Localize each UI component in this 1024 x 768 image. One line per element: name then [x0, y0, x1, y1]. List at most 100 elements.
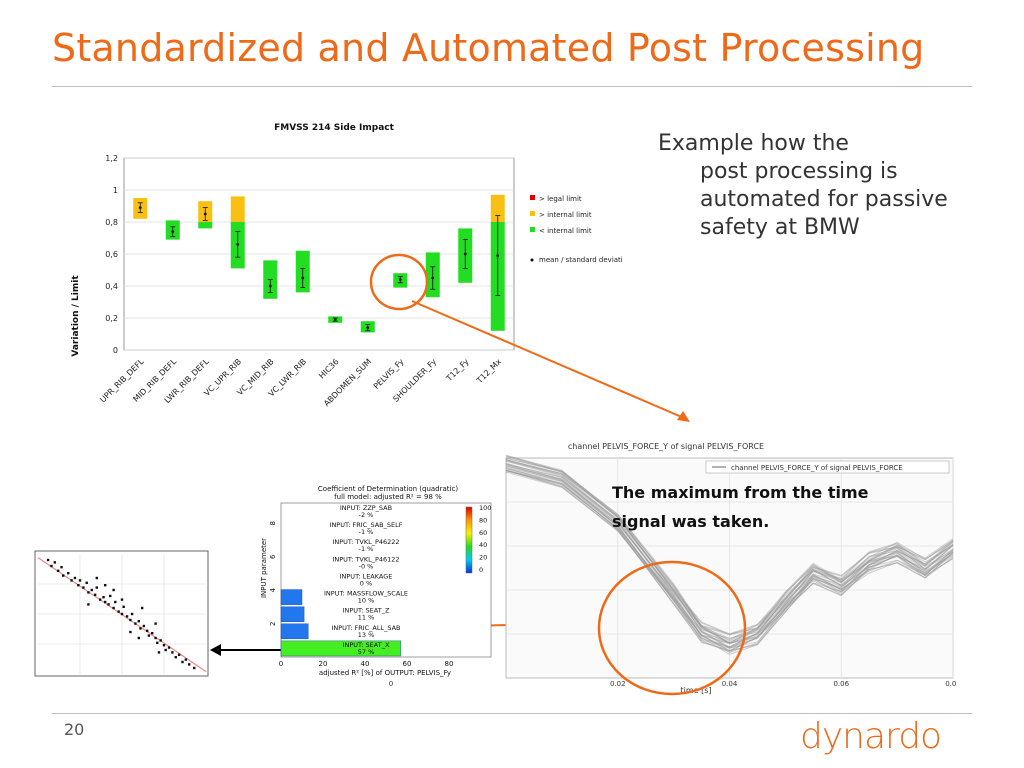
fmvss-bar-yellow [490, 194, 505, 222]
fmvss-mean-point [268, 284, 272, 288]
fmvss-gridlines [124, 157, 514, 351]
cod-bar [280, 640, 401, 657]
scatter-point [156, 641, 159, 644]
scatter-point [78, 579, 82, 582]
cod-subtitle: full model: adjusted R² = 98 % [334, 493, 442, 501]
scatter-point [46, 558, 50, 562]
cod-param-label: INPUT: SEAT_X [343, 641, 390, 649]
scatter-point [60, 566, 63, 569]
cod-colorbar-tick: 0 [479, 566, 483, 574]
fmvss-legend: > legal limit > internal limit < interna… [530, 195, 622, 264]
time-signal-chart: channel PELVIS_FORCE_Y of signal PELVIS_… [389, 442, 956, 696]
time-legend-box [705, 460, 950, 474]
cod-colorbar-tick: 100 [479, 504, 491, 512]
cod-bar [280, 589, 303, 605]
fmvss-mean-point [301, 276, 305, 280]
scatter-point [125, 615, 129, 618]
fmvss-y-tick: 0,2 [105, 314, 118, 323]
cod-param-label: INPUT: ZZP_SAB [340, 504, 392, 512]
time-signal-curve [505, 464, 954, 644]
fmvss-y-tick: 1 [113, 186, 118, 195]
fmvss-bar-green [198, 222, 213, 229]
fmvss-mean-point [366, 326, 370, 329]
time-signal-curve [505, 457, 954, 642]
legend-swatch-internal-below [530, 227, 535, 232]
scatter-point [120, 612, 124, 616]
scatter-point [112, 588, 115, 592]
cod-param-value: 10 % [358, 597, 375, 605]
scatter-point [137, 636, 140, 640]
scatter-point [87, 591, 90, 594]
time-gridlines [506, 458, 954, 678]
scatter-point [85, 581, 88, 584]
fmvss-chart-title: FMVSS 214 Side Impact [274, 123, 395, 133]
cod-param-value: -0 % [359, 562, 374, 570]
time-x-tick: 0.06 [833, 680, 849, 688]
cod-param-value: 0 % [360, 579, 372, 587]
cod-parameter-labels: INPUT: ZZP_SAB-2 %INPUT: FRIC_SAB_SELF-1… [324, 504, 408, 656]
cod-colorbar-tick: 40 [479, 541, 487, 549]
fmvss-mean-point [171, 230, 175, 233]
time-x-tick: 0.04 [722, 680, 738, 688]
scatter-point [95, 576, 98, 580]
time-signal-curve [505, 459, 954, 644]
footer-divider [52, 713, 972, 714]
cod-colorbar-ticks: 100 80 60 40 20 0 [479, 504, 491, 574]
scatter-point [164, 648, 167, 652]
scatter-point [167, 646, 171, 649]
time-signal-curve [505, 457, 954, 641]
cod-param-label: INPUT: FRIC_SAB_SELF [330, 521, 403, 529]
cod-y-ticks: 2 4 6 8 [269, 521, 277, 626]
scatter-point [67, 572, 70, 575]
scatter-point [95, 586, 98, 589]
cod-y-tick: 2 [269, 622, 277, 626]
scatter-point [157, 651, 161, 654]
page-number: 20 [64, 720, 85, 739]
scatter-point [188, 663, 191, 666]
legend-swatch-internal-above [530, 211, 535, 216]
scatter-point [147, 634, 151, 637]
time-signal-curve [505, 460, 954, 644]
scatter-point [154, 622, 157, 625]
arrow-pelvis-to-timechart [411, 300, 685, 419]
cod-param-value: 13 % [358, 631, 375, 639]
scatter-point [114, 600, 117, 604]
time-signal-curve [505, 463, 954, 645]
scatter-point [130, 612, 134, 616]
cod-colorbar [465, 506, 473, 574]
time-legend-text: channel PELVIS_FORCE_Y of signal PELVIS_… [731, 464, 903, 472]
scatter-point [104, 600, 107, 604]
cod-bar [280, 623, 309, 640]
scatter-point [171, 651, 174, 654]
highlight-circle-minimum [597, 560, 747, 696]
scatter-points [46, 558, 196, 670]
time-signal-curve [505, 465, 954, 649]
scatter-point [77, 584, 80, 587]
cod-param-label: INPUT: FRIC_ALL_SAB [331, 624, 400, 632]
fmvss-y-ticks: 0 0,2 0,4 0,6 0,8 1 1,2 [105, 154, 118, 355]
cod-x-tick: 60 [403, 660, 412, 668]
scatter-point [90, 588, 93, 592]
arrow-head-timechart [677, 411, 690, 422]
time-x-tick: 0.02 [610, 680, 626, 688]
scatter-point [112, 606, 115, 610]
scatter-point [129, 618, 132, 622]
cod-param-value: -2 % [359, 511, 374, 519]
cod-param-value: 11 % [358, 614, 375, 622]
cod-x-ticks: 0 20 40 60 80 [279, 660, 454, 668]
fmvss-mean-point [203, 212, 207, 216]
time-signal-curve [505, 469, 954, 652]
cod-param-label: INPUT: TVKL_P46122 [332, 555, 399, 563]
scatter-point [87, 603, 90, 606]
scatter-point [162, 644, 166, 647]
cod-x-tick: 0 [279, 660, 283, 668]
time-signal-curve [505, 468, 954, 648]
cod-y-tick: 4 [269, 588, 277, 593]
fmvss-bars [133, 194, 505, 333]
scatter-point [142, 624, 146, 628]
scatter-point [159, 639, 162, 642]
cod-param-label: INPUT: MASSFLOW_SCALE [324, 590, 408, 598]
time-signal-curve [505, 468, 954, 649]
scatter-point [181, 660, 184, 664]
time-signal-curve [505, 462, 954, 645]
